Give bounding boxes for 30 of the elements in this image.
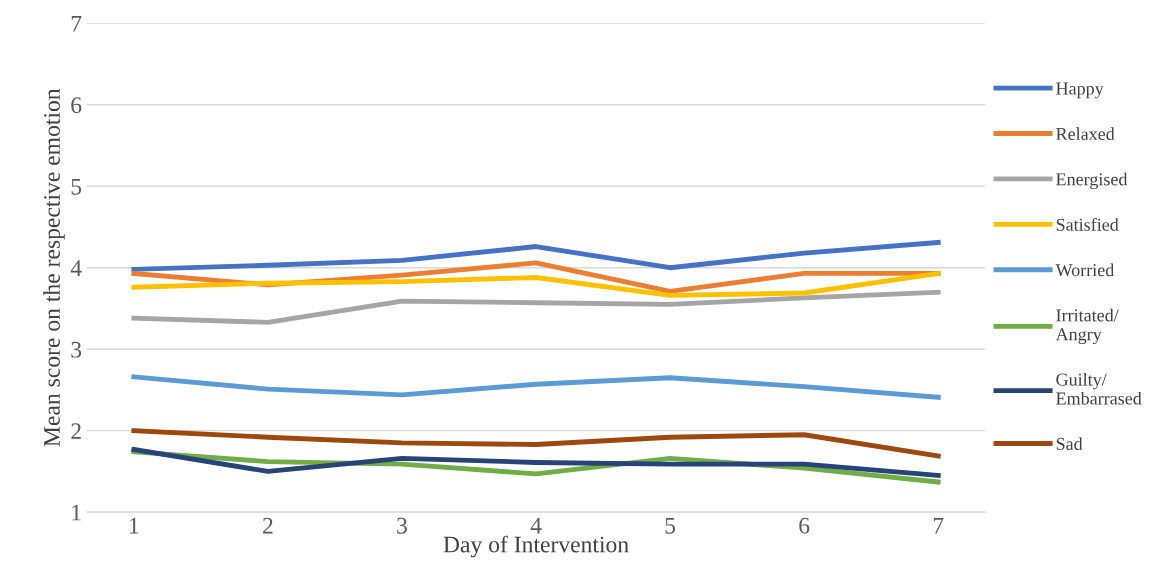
line-series bbox=[131, 374, 941, 400]
y-tick-label: 4 bbox=[70, 260, 82, 276]
line-series bbox=[131, 240, 941, 272]
line-series bbox=[131, 270, 941, 298]
legend-label: Irritated/ Angry bbox=[1055, 308, 1119, 345]
x-tick-label: 5 bbox=[665, 517, 676, 534]
y-tick-label: 7 bbox=[71, 16, 82, 32]
legend-label: Energised bbox=[1056, 172, 1128, 190]
line-series bbox=[131, 289, 941, 325]
y-tick-label: 5 bbox=[71, 178, 82, 195]
legend-label: Happy bbox=[1056, 82, 1104, 99]
x-tick-label: 4 bbox=[530, 517, 542, 534]
line-series bbox=[131, 446, 941, 478]
legend-label: Sad bbox=[1056, 437, 1083, 450]
x-tick-label: 3 bbox=[397, 517, 407, 534]
x-tick-label: 6 bbox=[799, 517, 810, 534]
y-tick-label: 2 bbox=[71, 423, 81, 439]
y-tick-label: 6 bbox=[71, 97, 82, 114]
legend-label: Guilty/ Embarrased bbox=[1056, 372, 1142, 405]
legend-label: Satisfied bbox=[1056, 217, 1119, 231]
x-tick-label: 1 bbox=[130, 517, 139, 534]
x-tick-label: 7 bbox=[933, 517, 944, 534]
y-tick-label: 3 bbox=[71, 341, 82, 358]
y-tick-label: 1 bbox=[72, 504, 81, 521]
legend-label: Worried bbox=[1055, 263, 1115, 277]
x-tick-label: 2 bbox=[263, 517, 273, 534]
legend-label: Relaxed bbox=[1056, 127, 1115, 141]
line-series bbox=[131, 428, 941, 459]
y-axis-title: Mean score on the respective emotion bbox=[43, 88, 65, 447]
x-axis-title: Day of Intervention bbox=[443, 535, 629, 558]
